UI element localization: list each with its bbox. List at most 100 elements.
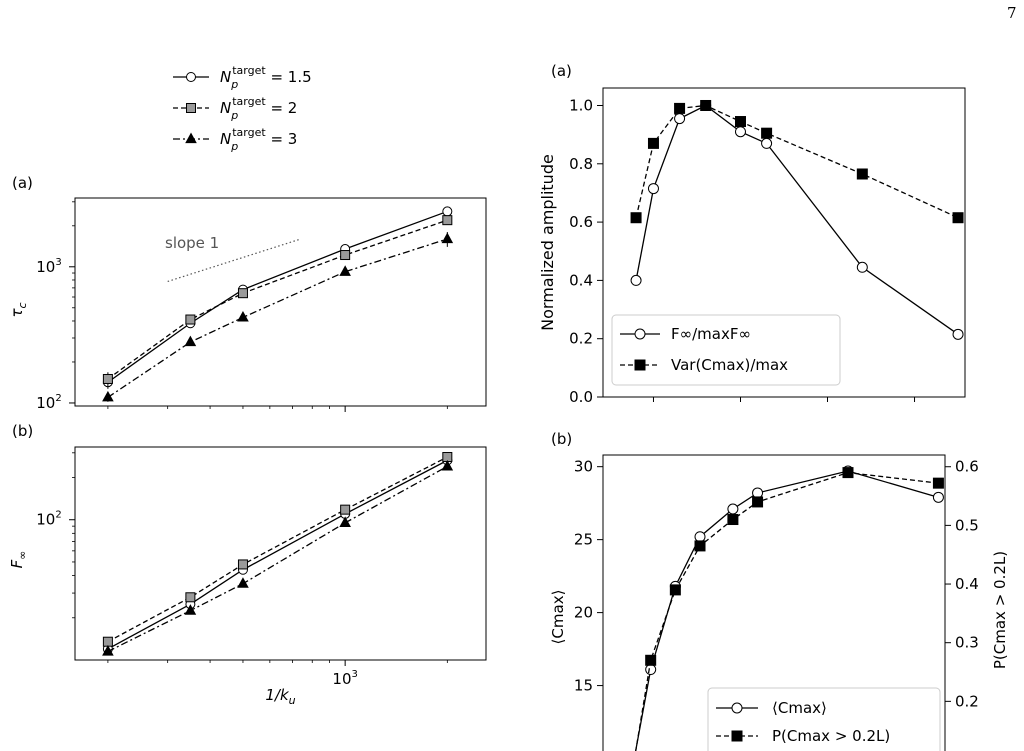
plot-frame — [74, 446, 487, 661]
panel-label-left-b: (b) — [12, 422, 33, 440]
legend-cmax: ⟨Cmax⟩ P(Cmax > 0.2L) — [707, 687, 941, 751]
y-tick-label: 0.6 — [569, 213, 593, 231]
data-point — [952, 212, 964, 224]
data-point — [186, 72, 196, 82]
data-point — [761, 127, 773, 139]
f-inf-chart: 102 103 1/ku F∞ — [8, 446, 487, 707]
y-tick-label: 0.0 — [569, 388, 593, 406]
tau-chart: 102 103 τc slope 1 — [8, 197, 487, 412]
y-tick-label: 103 — [36, 257, 61, 276]
data-point — [184, 604, 197, 615]
data-point — [932, 491, 944, 503]
y-tick-label: 0.8 — [569, 155, 593, 173]
series-line — [107, 465, 448, 653]
legend-label: Nptarget = 2 — [220, 95, 297, 122]
legend-frame — [611, 314, 841, 386]
data-point — [102, 636, 113, 647]
data-point — [442, 206, 453, 217]
data-point — [339, 265, 351, 276]
data-point — [694, 531, 706, 543]
y-left-tick-label: 30 — [574, 458, 593, 476]
data-point — [752, 496, 764, 508]
panel-label-left-a: (a) — [12, 174, 33, 192]
data-point — [842, 467, 854, 479]
plot-frame — [602, 454, 946, 751]
data-point — [727, 514, 739, 526]
legend-label: ⟨Cmax⟩ — [772, 699, 827, 717]
series-line — [107, 238, 448, 398]
y-tick-label: 102 — [36, 510, 61, 529]
data-point — [102, 645, 114, 656]
data-point — [645, 654, 657, 666]
data-point — [727, 503, 739, 515]
series-line — [107, 456, 448, 643]
series-line — [107, 459, 448, 650]
series-line — [635, 104, 959, 219]
data-point — [340, 504, 351, 515]
y-right-tick-label: 0.6 — [955, 458, 979, 476]
data-point — [731, 702, 743, 714]
legend-n-target: Nptarget = 1.5 Nptarget = 2 Nptarget = 3 — [173, 64, 312, 153]
data-point — [952, 328, 964, 340]
data-point — [645, 664, 657, 676]
legend-label: F∞/maxF∞ — [671, 325, 751, 343]
data-point — [674, 113, 686, 125]
data-point — [237, 559, 248, 570]
series-line — [635, 104, 959, 335]
legend-label: Nptarget = 3 — [220, 126, 297, 153]
data-point — [932, 477, 944, 489]
data-point — [630, 212, 642, 224]
y-right-axis-label: P(Cmax > 0.2L) — [991, 551, 1009, 669]
y-right-tick-label: 0.5 — [955, 516, 979, 534]
y-axis-label: Normalized amplitude — [538, 154, 557, 331]
data-point — [734, 116, 746, 128]
data-point — [185, 592, 196, 603]
y-left-tick-label: 15 — [574, 677, 593, 695]
legend-frame — [707, 687, 941, 751]
plot-frame — [74, 197, 487, 407]
y-tick-label: 0.2 — [569, 330, 593, 348]
y-left-axis-label: ⟨Cmax⟩ — [549, 590, 567, 645]
y-right-tick-label: 0.3 — [955, 634, 979, 652]
data-point — [441, 232, 454, 244]
y-tick-label: 0.4 — [569, 271, 593, 289]
plot-frame — [602, 87, 966, 398]
y-right-tick-label: 0.4 — [955, 575, 979, 593]
data-point — [237, 310, 249, 322]
data-point — [340, 250, 351, 261]
y-tick-label: 1.0 — [569, 96, 593, 114]
data-point — [634, 359, 646, 371]
y-tick-label: 102 — [36, 393, 61, 412]
y-left-tick-label: 25 — [574, 531, 593, 549]
page-number: 7 — [1007, 4, 1017, 22]
y-axis-label: τc — [8, 302, 29, 317]
x-axis-label: 1/ku — [265, 686, 295, 707]
data-point — [339, 516, 351, 527]
series-line — [107, 219, 448, 380]
series-line — [635, 471, 939, 751]
slope-guide-line — [167, 238, 301, 283]
legend-amplitude: F∞/maxF∞ Var(Cmax)/max — [611, 314, 841, 386]
panel-label-right-a: (a) — [551, 62, 572, 80]
data-point — [185, 314, 196, 325]
legend-label: Nptarget = 1.5 — [220, 64, 312, 91]
data-point — [185, 132, 197, 144]
data-point — [856, 261, 868, 273]
data-point — [237, 577, 249, 588]
data-point — [442, 215, 453, 226]
legend-label: Var(Cmax)/max — [671, 356, 788, 374]
slope-annotation: slope 1 — [165, 234, 219, 252]
data-point — [237, 288, 248, 299]
data-point — [674, 102, 686, 114]
data-point — [856, 168, 868, 180]
normalized-amplitude-chart: 0.0 0.2 0.4 0.6 0.8 1.0 Normalized amplitude F∞… — [538, 87, 966, 406]
data-point — [694, 540, 706, 552]
data-point — [102, 390, 114, 402]
data-point — [647, 137, 659, 149]
x-tick-label: 103 — [332, 669, 357, 688]
y-axis-label: F∞ — [8, 551, 29, 569]
data-point — [634, 328, 646, 340]
data-point — [761, 137, 773, 149]
data-point — [441, 459, 454, 471]
